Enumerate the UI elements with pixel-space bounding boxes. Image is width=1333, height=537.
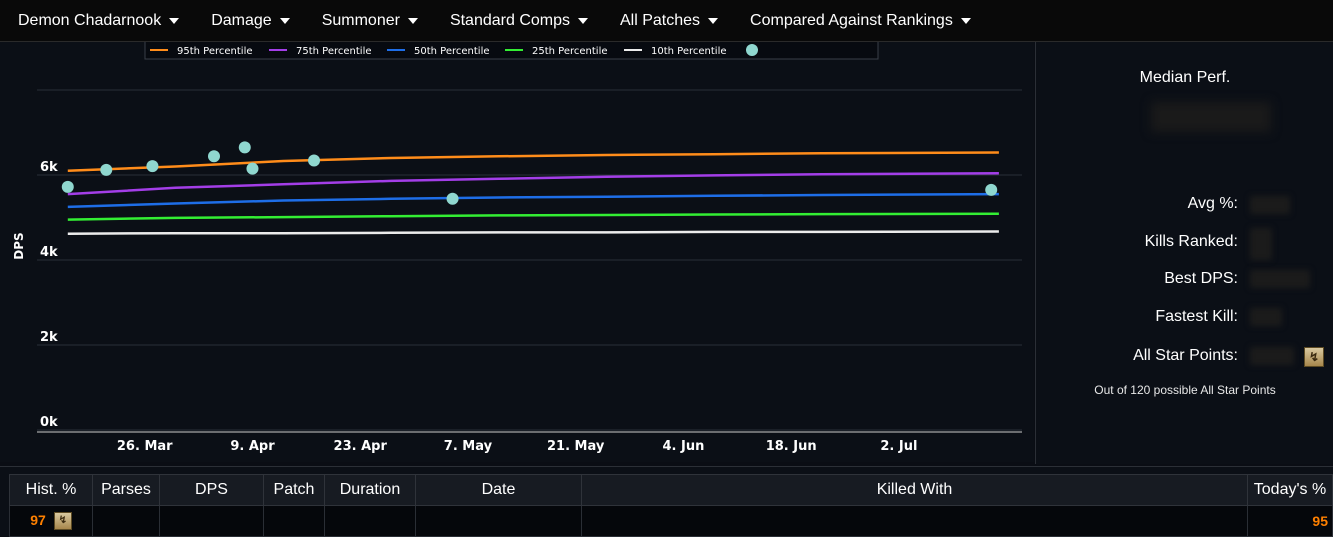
series-line [67, 212, 999, 221]
chevron-down-icon [169, 17, 180, 24]
y-tick-label: 0k [40, 415, 58, 430]
boss-dropdown[interactable]: Demon Chadarnook [0, 0, 193, 41]
chart-area: 0k 2k 4k 6k 26. Mar 9. Apr 23. Apr 7. May 21. M… [0, 39, 1034, 462]
side-panel: Median Perf. Avg %: Kills Ranked: Best D… [1035, 42, 1333, 464]
todays-pct-cell: 95 [1247, 505, 1333, 537]
compare-dropdown[interactable]: Compared Against Rankings [732, 0, 985, 41]
todays-pct-value: 95 [1312, 513, 1328, 529]
col-duration[interactable]: Duration [324, 474, 416, 506]
chevron-down-icon [960, 17, 971, 24]
parses-table-area: Hist. % Parses DPS Patch Duration Date K… [0, 466, 1333, 537]
col-dps[interactable]: DPS [159, 474, 264, 506]
table-row[interactable]: 97 ↯ 95 [9, 505, 1333, 537]
y-tick-label: 2k [40, 330, 58, 345]
patch-dropdown-label: All Patches [620, 11, 701, 29]
data-point[interactable] [446, 192, 459, 205]
y-axis-label: DPS [12, 232, 26, 259]
metric-dropdown[interactable]: Damage [193, 0, 303, 41]
x-tick-label: 21. May [547, 439, 605, 454]
col-parses[interactable]: Parses [92, 474, 160, 506]
data-point[interactable] [985, 183, 998, 196]
all-star-icon: ↯ [1304, 347, 1324, 367]
x-tick-label: 23. Apr [334, 439, 388, 454]
dps-cell [159, 505, 264, 537]
data-point[interactable] [308, 154, 321, 167]
legend-point-marker[interactable] [746, 44, 758, 56]
data-point[interactable] [146, 160, 159, 173]
compare-dropdown-label: Compared Against Rankings [750, 11, 953, 29]
metric-dropdown-label: Damage [211, 11, 272, 29]
chevron-down-icon [578, 17, 588, 24]
col-todays-pct[interactable]: Today's % [1247, 474, 1333, 506]
boss-dropdown-label: Demon Chadarnook [18, 11, 162, 29]
chevron-down-icon [279, 17, 290, 24]
table-header-row: Hist. % Parses DPS Patch Duration Date K… [9, 474, 1333, 506]
legend-label[interactable]: 95th Percentile [177, 46, 253, 57]
comps-dropdown-label: Standard Comps [449, 11, 570, 29]
legend-label[interactable]: 25th Percentile [532, 46, 608, 57]
top-nav: Demon Chadarnook Damage Summoner Standar… [0, 0, 1333, 42]
fastest-kill-value [1250, 308, 1282, 326]
data-point[interactable] [61, 180, 74, 193]
all-star-points-value [1250, 347, 1294, 365]
y-tick-label: 6k [40, 160, 58, 175]
hist-pct-cell: 97 ↯ [9, 505, 93, 537]
x-tick-label: 7. May [444, 439, 493, 454]
spec-dropdown[interactable]: Summoner [304, 0, 432, 41]
median-perf-title: Median Perf. [1139, 69, 1231, 86]
data-point[interactable] [207, 150, 220, 163]
x-tick-label: 4. Jun [662, 439, 704, 454]
median-perf-value [1151, 102, 1271, 132]
patch-cell [263, 505, 325, 537]
avg-pct-label: Avg %: [1187, 195, 1238, 212]
x-tick-label: 26. Mar [117, 439, 173, 454]
legend-label[interactable]: 10th Percentile [651, 46, 727, 57]
col-patch[interactable]: Patch [263, 474, 325, 506]
all-star-points-label: All Star Points: [1133, 347, 1238, 364]
parses-cell [92, 505, 160, 537]
chevron-down-icon [407, 17, 418, 24]
col-killed-with[interactable]: Killed With [581, 474, 1248, 506]
col-hist-pct[interactable]: Hist. % [9, 474, 93, 506]
all-star-footnote: Out of 120 possible All Star Points [1094, 383, 1276, 397]
series-line [67, 230, 999, 235]
all-star-icon: ↯ [53, 512, 72, 531]
spec-dropdown-label: Summoner [321, 11, 400, 29]
x-tick-label: 18. Jun [766, 439, 817, 454]
duration-cell [324, 505, 416, 537]
comps-dropdown[interactable]: Standard Comps [432, 0, 602, 41]
data-point[interactable] [238, 141, 251, 154]
data-point[interactable] [100, 163, 113, 176]
x-tick-label: 9. Apr [230, 439, 275, 454]
y-tick-label: 4k [40, 245, 58, 260]
data-point[interactable] [246, 162, 259, 175]
series-line [67, 172, 999, 196]
legend-label[interactable]: 50th Percentile [414, 46, 490, 57]
kills-ranked-label: Kills Ranked: [1144, 233, 1238, 250]
chevron-down-icon [708, 17, 719, 24]
kills-ranked-value [1250, 228, 1272, 260]
legend-label[interactable]: 75th Percentile [296, 46, 372, 57]
dps-chart: 0k 2k 4k 6k 26. Mar 9. Apr 23. Apr 7. May 21. M… [12, 39, 1022, 454]
patch-dropdown[interactable]: All Patches [602, 0, 732, 41]
best-dps-label: Best DPS: [1164, 270, 1238, 287]
killed-with-cell [581, 505, 1248, 537]
series-line [67, 151, 999, 173]
date-cell [415, 505, 582, 537]
parses-table: Hist. % Parses DPS Patch Duration Date K… [9, 474, 1333, 537]
avg-pct-value [1250, 196, 1290, 214]
fastest-kill-label: Fastest Kill: [1155, 308, 1238, 325]
col-date[interactable]: Date [415, 474, 582, 506]
x-tick-label: 2. Jul [880, 439, 917, 454]
best-dps-value [1250, 270, 1310, 288]
hist-pct-value: 97 [30, 511, 46, 528]
series-line [67, 192, 999, 209]
